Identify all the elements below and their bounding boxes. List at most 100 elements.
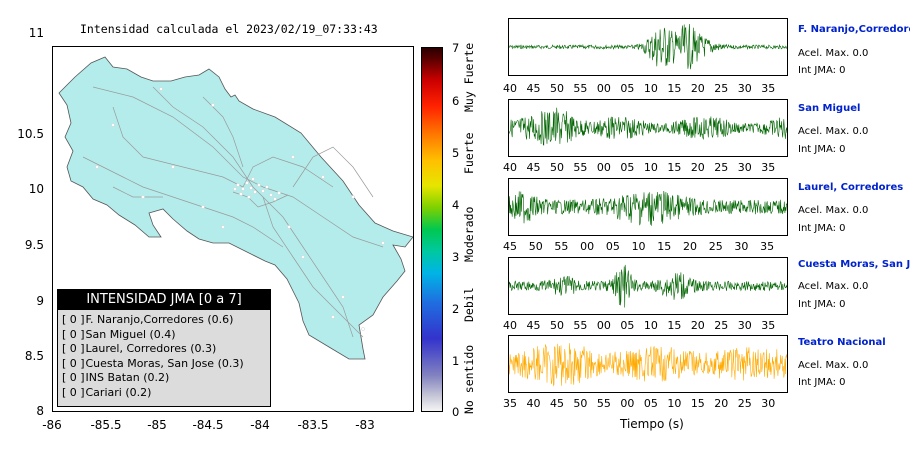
station-jma: Int JMA: 0 [798, 223, 846, 234]
seismogram-tick-label: 15 [667, 82, 682, 95]
intensity-legend: INTENSIDAD JMA [0 a 7] [ 0 ] F. Naranjo,… [57, 289, 271, 407]
map-title: Intensidad calculada el 2023/02/19_07:33… [80, 22, 378, 36]
seismogram-tick-label: 05 [643, 397, 658, 410]
seismogram-tick-label: 15 [667, 161, 682, 174]
seismogram-tick-label: 45 [526, 82, 541, 95]
legend-row-box: [ 0 ] [62, 327, 85, 341]
seismogram-tick-label: 25 [714, 161, 729, 174]
seismogram-tick-label: 25 [708, 240, 723, 253]
colorbar-word: No sentido [462, 344, 476, 414]
seismogram-tick-label: 25 [737, 397, 752, 410]
seismogram-tick-label: 30 [734, 240, 749, 253]
station-jma: Int JMA: 0 [798, 377, 846, 388]
seismogram-tick-label: 50 [549, 319, 564, 332]
station-accel: Acel. Max. 0.0 [798, 205, 869, 216]
map-ytick: 10.5 [17, 127, 44, 141]
seismogram-tick-label: 35 [761, 319, 776, 332]
seismogram-ticks: 40 45 50 55 00 05 10 15 20 25 30 35 [503, 161, 788, 175]
intensity-colorbar [421, 47, 443, 412]
legend-title: INTENSIDAD JMA [0 a 7] [58, 290, 270, 310]
seismogram-tick-label: 50 [549, 161, 564, 174]
seismogram-tick-label: 00 [596, 161, 611, 174]
legend-row-box: [ 0 ] [62, 342, 85, 356]
seismogram-tick-label: 50 [528, 240, 543, 253]
seismogram-tick-label: 10 [643, 161, 658, 174]
legend-row-box: [ 0 ] [62, 371, 85, 385]
seismogram-tick-label: 45 [526, 319, 541, 332]
seismogram-tick-label: 05 [605, 240, 620, 253]
seismogram-tick-label: 05 [620, 161, 635, 174]
map-xtick: -83.5 [297, 418, 329, 432]
legend-row-text: Cuesta Moras, San Jose (0.3) [85, 356, 244, 370]
costa-rica-map-svg [58, 56, 413, 360]
legend-row: [ 0 ] Laurel, Corredores (0.3) [62, 342, 270, 357]
legend-row: [ 0 ] F. Naranjo,Corredores (0.6) [62, 313, 270, 328]
station-name: Cuesta Moras, San Jose [798, 259, 910, 270]
legend-row-box: [ 0 ] [62, 385, 85, 399]
seismogram-tick-label: 20 [690, 82, 705, 95]
seismogram-tick-label: 25 [714, 319, 729, 332]
legend-row: [ 0 ] San Miguel (0.4) [62, 328, 270, 343]
seismogram-tick-label: 05 [620, 82, 635, 95]
time-axis-label: Tiempo (s) [620, 417, 684, 431]
seismogram-tick-label: 40 [503, 319, 517, 332]
seismogram-trace [509, 190, 787, 226]
seismogram-trace-svg [509, 264, 787, 308]
map-xtick: -84.5 [192, 418, 224, 432]
map-xtick: -85 [147, 418, 167, 432]
legend-row-box: [ 0 ] [62, 313, 85, 326]
map-ytick: 9.5 [24, 238, 44, 252]
station-jma: Int JMA: 0 [798, 144, 846, 155]
seismogram-trace-svg [509, 107, 787, 146]
colorbar-word: Debil [462, 287, 476, 322]
seismogram-tick-label: 45 [503, 240, 517, 253]
seismogram-tick-label: 10 [667, 397, 682, 410]
map-xtick: -86 [42, 418, 62, 432]
colorbar-tick: 6 [452, 94, 460, 108]
map-ytick: 9 [36, 294, 44, 308]
colorbar-word: Muy Fuerte [462, 42, 476, 112]
map-ytick: 8 [36, 404, 44, 418]
station-accel: Acel. Max. 0.0 [798, 48, 869, 59]
seismogram-tick-label: 40 [526, 397, 541, 410]
map-xtick: -85.5 [90, 418, 122, 432]
seismogram-panel[interactable] [508, 257, 788, 315]
seismogram-tick-label: 50 [549, 82, 564, 95]
seismogram-tick-label: 30 [737, 319, 752, 332]
seismogram-panel[interactable] [508, 18, 788, 76]
seismogram-tick-label: 55 [573, 82, 588, 95]
legend-row-text: San Miguel (0.4) [85, 327, 176, 341]
colorbar-tick: 1 [452, 354, 460, 368]
seismogram-tick-label: 15 [690, 397, 705, 410]
seismogram-panel[interactable] [508, 335, 788, 393]
seismogram-tick-label: 00 [620, 397, 635, 410]
seismogram-tick-label: 30 [737, 161, 752, 174]
seismogram-tick-label: 00 [596, 319, 611, 332]
legend-row: [ 0 ] INS Batan (0.2) [62, 371, 270, 386]
seismogram-tick-label: 05 [620, 319, 635, 332]
seismogram-panel[interactable] [508, 178, 788, 236]
seismogram-tick-label: 35 [503, 397, 517, 410]
legend-row-text: INS Batan (0.2) [85, 371, 170, 385]
colorbar-tick: 3 [452, 250, 460, 264]
seismogram-tick-label: 55 [554, 240, 569, 253]
seismogram-trace [509, 343, 787, 387]
map-ytick: 10 [28, 182, 44, 196]
road-network [82, 86, 384, 338]
seismogram-tick-label: 55 [573, 319, 588, 332]
station-name: F. Naranjo,Corredores [798, 24, 910, 35]
seismogram-tick-label: 55 [596, 397, 611, 410]
seismogram-ticks: 40 45 50 55 00 05 10 15 20 25 30 35 [503, 319, 788, 333]
seismogram-ticks: 45 50 55 00 05 10 15 20 25 30 35 [503, 240, 788, 254]
map-ytick: 11 [28, 26, 44, 40]
map-ytick: 8.5 [24, 349, 44, 363]
station-name: Laurel, Corredores [798, 182, 904, 193]
seismogram-panel[interactable] [508, 99, 788, 157]
seismogram-tick-label: 35 [761, 161, 776, 174]
legend-row-text: F. Naranjo,Corredores (0.6) [85, 313, 234, 326]
seismogram-trace [509, 23, 787, 70]
map-xtick: -83 [355, 418, 375, 432]
seismogram-tick-label: 40 [503, 82, 517, 95]
station-markers [95, 87, 385, 331]
seismogram-tick-label: 25 [714, 82, 729, 95]
